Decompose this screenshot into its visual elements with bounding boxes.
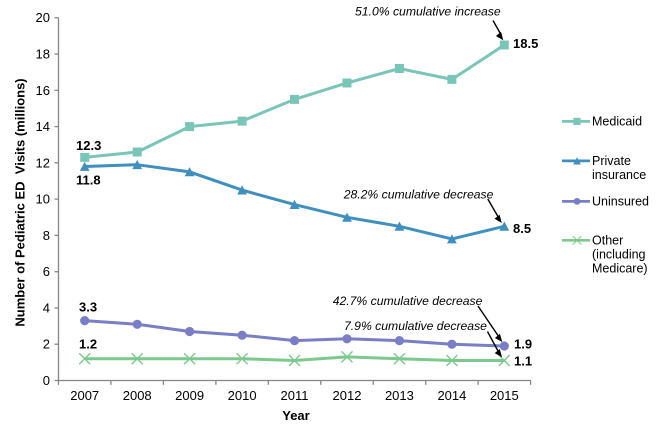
svg-text:2007: 2007	[70, 388, 99, 403]
svg-text:28.2% cumulative decrease: 28.2% cumulative decrease	[343, 188, 494, 202]
svg-text:2013: 2013	[385, 388, 414, 403]
svg-text:0: 0	[43, 373, 50, 388]
svg-text:16: 16	[36, 83, 50, 98]
svg-text:2009: 2009	[175, 388, 204, 403]
svg-text:1.9: 1.9	[514, 337, 532, 352]
svg-text:18.5: 18.5	[513, 36, 538, 51]
svg-text:8.5: 8.5	[513, 221, 531, 236]
svg-text:insurance: insurance	[592, 168, 646, 182]
svg-text:Private: Private	[592, 154, 631, 168]
svg-text:2011: 2011	[281, 388, 309, 403]
svg-text:51.0% cumulative increase: 51.0% cumulative increase	[355, 4, 501, 18]
svg-text:2010: 2010	[228, 388, 257, 403]
svg-text:Other: Other	[592, 234, 623, 248]
svg-text:18: 18	[36, 47, 50, 62]
svg-text:6: 6	[43, 264, 50, 279]
svg-text:(including: (including	[592, 248, 646, 262]
svg-text:Medicaid: Medicaid	[592, 115, 642, 129]
svg-text:12.3: 12.3	[76, 138, 101, 153]
svg-text:12: 12	[36, 155, 50, 170]
svg-text:Uninsured: Uninsured	[592, 195, 649, 209]
svg-text:Medicare): Medicare)	[592, 262, 648, 276]
svg-text:4: 4	[43, 301, 50, 316]
svg-text:14: 14	[36, 119, 50, 134]
svg-text:2015: 2015	[490, 388, 519, 403]
svg-text:1.2: 1.2	[79, 337, 97, 352]
svg-text:42.7% cumulative decrease: 42.7% cumulative decrease	[333, 294, 483, 308]
svg-text:Number of Pediatric ED Visits: Number of Pediatric ED Visits (millions)	[13, 78, 28, 326]
svg-text:2008: 2008	[123, 388, 152, 403]
svg-text:2012: 2012	[333, 388, 362, 403]
svg-text:7.9% cumulative decrease: 7.9% cumulative decrease	[344, 319, 487, 333]
svg-text:2014: 2014	[437, 388, 466, 403]
svg-text:11.8: 11.8	[76, 173, 101, 188]
svg-text:2: 2	[43, 337, 50, 352]
svg-text:3.3: 3.3	[79, 299, 97, 314]
svg-text:8: 8	[43, 228, 50, 243]
svg-text:Year: Year	[282, 408, 309, 423]
svg-text:1.1: 1.1	[514, 354, 532, 369]
svg-text:10: 10	[36, 192, 50, 207]
svg-text:20: 20	[36, 10, 50, 25]
